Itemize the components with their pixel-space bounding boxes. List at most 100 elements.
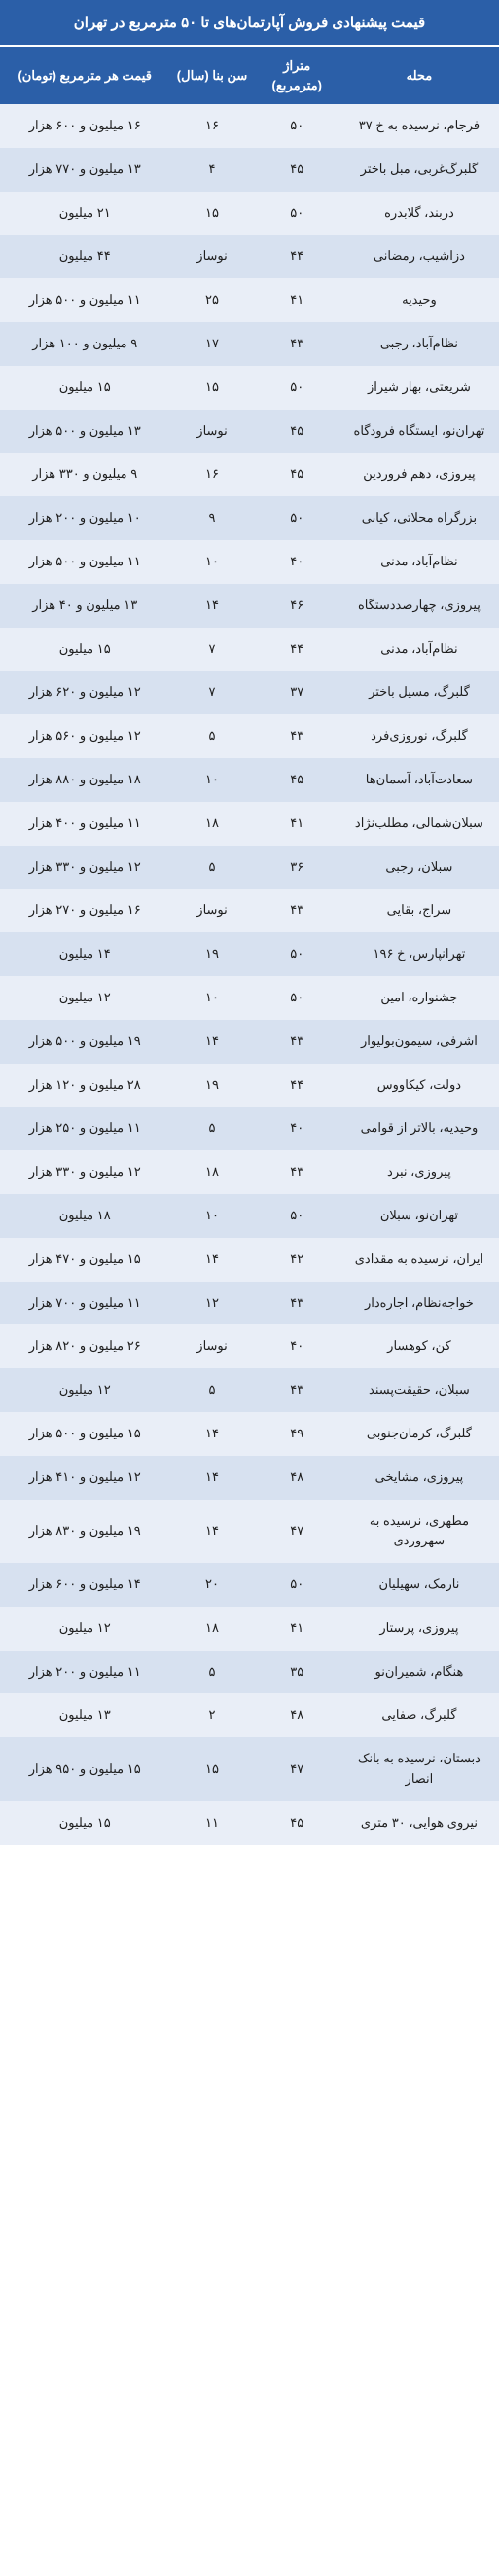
cell-neighborhood: نظام‌آباد، مدنی: [339, 628, 499, 671]
cell-neighborhood: پیروزی، دهم فروردین: [339, 453, 499, 496]
table-row: نظام‌آباد، مدنی۴۰۱۰۱۱ میلیون و ۵۰۰ هزار: [0, 540, 499, 584]
cell-neighborhood: پیروزی، چهارصددستگاه: [339, 584, 499, 628]
cell-neighborhood: ایران، نرسیده به مقدادی: [339, 1238, 499, 1282]
cell-price: ۱۱ میلیون و ۵۰۰ هزار: [0, 278, 169, 322]
cell-age: ۱۴: [169, 584, 254, 628]
table-row: نیروی هوایی، ۳۰ متری۴۵۱۱۱۵ میلیون: [0, 1801, 499, 1845]
cell-area: ۴۳: [255, 1150, 339, 1194]
cell-price: ۱۲ میلیون: [0, 1368, 169, 1412]
cell-age: ۴: [169, 148, 254, 192]
cell-neighborhood: بزرگراه محلاتی، کیانی: [339, 496, 499, 540]
table-title: قیمت پیشنهادی فروش آپارتمان‌های تا ۵۰ مت…: [0, 0, 499, 45]
cell-neighborhood: سراج، بقایی: [339, 889, 499, 932]
cell-neighborhood: نارمک، سهیلیان: [339, 1563, 499, 1607]
cell-age: ۱۴: [169, 1020, 254, 1064]
cell-age: ۱۹: [169, 932, 254, 976]
cell-area: ۴۵: [255, 148, 339, 192]
cell-age: ۵: [169, 1651, 254, 1694]
cell-area: ۴۵: [255, 1801, 339, 1845]
table-row: دربند، گلابدره۵۰۱۵۲۱ میلیون: [0, 192, 499, 236]
cell-area: ۴۵: [255, 410, 339, 454]
cell-price: ۱۵ میلیون و ۴۷۰ هزار: [0, 1238, 169, 1282]
cell-area: ۴۵: [255, 758, 339, 802]
table-row: سبلان، رجبی۳۶۵۱۲ میلیون و ۳۳۰ هزار: [0, 846, 499, 889]
cell-age: نوساز: [169, 889, 254, 932]
cell-area: ۴۸: [255, 1456, 339, 1500]
table-row: گلبرگ، مسیل باختر۳۷۷۱۲ میلیون و ۶۲۰ هزار: [0, 671, 499, 714]
cell-neighborhood: پیروزی، پرستار: [339, 1607, 499, 1651]
cell-price: ۱۵ میلیون و ۵۰۰ هزار: [0, 1412, 169, 1456]
cell-neighborhood: جشنواره، امین: [339, 976, 499, 1020]
col-area: متراژ (مترمربع): [255, 46, 339, 104]
cell-price: ۱۶ میلیون و ۲۷۰ هزار: [0, 889, 169, 932]
table-row: پیروزی، مشایخی۴۸۱۴۱۲ میلیون و ۴۱۰ هزار: [0, 1456, 499, 1500]
cell-price: ۲۶ میلیون و ۸۲۰ هزار: [0, 1324, 169, 1368]
table-row: پیروزی، پرستار۴۱۱۸۱۲ میلیون: [0, 1607, 499, 1651]
cell-neighborhood: فرجام، نرسیده به خ ۳۷: [339, 104, 499, 148]
table-row: سراج، بقایی۴۳نوساز۱۶ میلیون و ۲۷۰ هزار: [0, 889, 499, 932]
cell-area: ۴۰: [255, 1107, 339, 1150]
cell-age: ۷: [169, 671, 254, 714]
cell-neighborhood: نیروی هوایی، ۳۰ متری: [339, 1801, 499, 1845]
cell-age: ۱۸: [169, 802, 254, 846]
cell-price: ۲۸ میلیون و ۱۲۰ هزار: [0, 1064, 169, 1107]
table-row: نظام‌آباد، مدنی۴۴۷۱۵ میلیون: [0, 628, 499, 671]
cell-price: ۱۲ میلیون: [0, 1607, 169, 1651]
cell-area: ۴۱: [255, 802, 339, 846]
cell-age: ۱۲: [169, 1282, 254, 1325]
cell-price: ۱۲ میلیون: [0, 976, 169, 1020]
cell-neighborhood: گلبرگ، کرمان‌جنوبی: [339, 1412, 499, 1456]
cell-price: ۱۳ میلیون و ۵۰۰ هزار: [0, 410, 169, 454]
cell-age: ۱۰: [169, 1194, 254, 1238]
cell-area: ۴۶: [255, 584, 339, 628]
cell-price: ۱۶ میلیون و ۶۰۰ هزار: [0, 104, 169, 148]
cell-neighborhood: اشرفی، سیمون‌بولیوار: [339, 1020, 499, 1064]
col-age: سن بنا (سال): [169, 46, 254, 104]
cell-neighborhood: وحیدیه، بالاتر از قوامی: [339, 1107, 499, 1150]
cell-neighborhood: گلبرگ، صفایی: [339, 1693, 499, 1737]
cell-age: ۷: [169, 628, 254, 671]
cell-age: ۵: [169, 714, 254, 758]
table-row: ایران، نرسیده به مقدادی۴۲۱۴۱۵ میلیون و ۴…: [0, 1238, 499, 1282]
cell-neighborhood: پیروزی، نبرد: [339, 1150, 499, 1194]
cell-area: ۴۴: [255, 1064, 339, 1107]
cell-price: ۱۱ میلیون و ۴۰۰ هزار: [0, 802, 169, 846]
cell-neighborhood: تهران‌نو، ایستگاه فرودگاه: [339, 410, 499, 454]
cell-area: ۴۳: [255, 1282, 339, 1325]
table-row: تهران‌نو، سبلان۵۰۱۰۱۸ میلیون: [0, 1194, 499, 1238]
cell-area: ۳۷: [255, 671, 339, 714]
cell-age: ۱۸: [169, 1150, 254, 1194]
cell-area: ۴۱: [255, 1607, 339, 1651]
cell-price: ۱۳ میلیون و ۷۷۰ هزار: [0, 148, 169, 192]
cell-age: ۲۰: [169, 1563, 254, 1607]
cell-area: ۴۴: [255, 628, 339, 671]
cell-age: ۱۰: [169, 540, 254, 584]
cell-area: ۴۵: [255, 453, 339, 496]
cell-neighborhood: نظام‌آباد، مدنی: [339, 540, 499, 584]
cell-neighborhood: پیروزی، مشایخی: [339, 1456, 499, 1500]
cell-age: ۱۰: [169, 976, 254, 1020]
cell-area: ۵۰: [255, 1194, 339, 1238]
cell-area: ۴۱: [255, 278, 339, 322]
cell-age: نوساز: [169, 410, 254, 454]
cell-age: ۱۶: [169, 104, 254, 148]
cell-price: ۱۵ میلیون: [0, 1801, 169, 1845]
cell-age: ۱۵: [169, 366, 254, 410]
cell-neighborhood: دبستان، نرسیده به بانک انصار: [339, 1737, 499, 1801]
cell-price: ۱۲ میلیون و ۴۱۰ هزار: [0, 1456, 169, 1500]
table-row: پیروزی، دهم فروردین۴۵۱۶۹ میلیون و ۳۳۰ هز…: [0, 453, 499, 496]
cell-neighborhood: گلبرگ، مسیل باختر: [339, 671, 499, 714]
cell-area: ۵۰: [255, 496, 339, 540]
cell-neighborhood: تهرانپارس، خ ۱۹۶: [339, 932, 499, 976]
table-row: نارمک، سهیلیان۵۰۲۰۱۴ میلیون و ۶۰۰ هزار: [0, 1563, 499, 1607]
cell-area: ۴۳: [255, 322, 339, 366]
cell-price: ۱۱ میلیون و ۷۰۰ هزار: [0, 1282, 169, 1325]
cell-neighborhood: وحیدیه: [339, 278, 499, 322]
cell-area: ۴۳: [255, 1368, 339, 1412]
cell-neighborhood: گلبرگ‌غربی، مبل باختر: [339, 148, 499, 192]
cell-price: ۱۳ میلیون و ۴۰ هزار: [0, 584, 169, 628]
cell-price: ۱۸ میلیون و ۸۸۰ هزار: [0, 758, 169, 802]
table-row: سبلان، حقیقت‌پسند۴۳۵۱۲ میلیون: [0, 1368, 499, 1412]
table-row: خواجه‌نظام، اجاره‌دار۴۳۱۲۱۱ میلیون و ۷۰۰…: [0, 1282, 499, 1325]
cell-age: ۱۵: [169, 1737, 254, 1801]
